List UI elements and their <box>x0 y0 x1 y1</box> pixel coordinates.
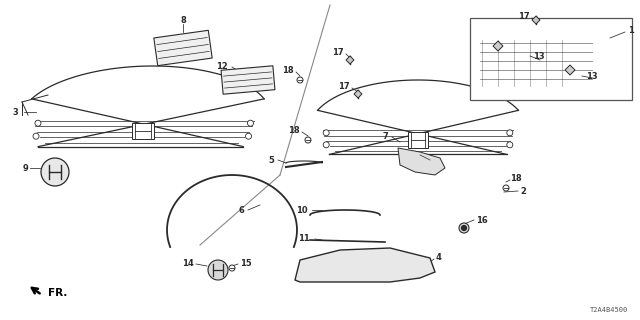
Text: 1: 1 <box>628 26 634 35</box>
Circle shape <box>297 77 303 83</box>
Text: T2A4B4500: T2A4B4500 <box>589 307 628 313</box>
Polygon shape <box>493 41 503 51</box>
Circle shape <box>248 120 253 126</box>
Circle shape <box>246 133 252 139</box>
Polygon shape <box>154 30 212 66</box>
Text: 18: 18 <box>289 125 300 134</box>
Circle shape <box>459 223 469 233</box>
Text: 18: 18 <box>282 66 294 75</box>
Polygon shape <box>398 148 445 175</box>
Text: 15: 15 <box>240 259 252 268</box>
Circle shape <box>503 185 509 191</box>
Text: 5: 5 <box>268 156 274 164</box>
Text: 4: 4 <box>436 253 442 262</box>
Text: 3: 3 <box>12 108 18 116</box>
Text: 17: 17 <box>339 82 350 91</box>
Circle shape <box>323 142 329 148</box>
Text: 10: 10 <box>296 205 308 214</box>
Circle shape <box>305 137 311 143</box>
Text: 13: 13 <box>586 71 598 81</box>
Text: FR.: FR. <box>48 288 67 298</box>
Polygon shape <box>532 16 540 24</box>
Text: 12: 12 <box>216 61 228 70</box>
Polygon shape <box>565 65 575 75</box>
Text: 2: 2 <box>520 187 526 196</box>
Circle shape <box>35 120 41 126</box>
Polygon shape <box>346 56 354 64</box>
Bar <box>408 132 428 148</box>
Text: 16: 16 <box>476 215 488 225</box>
Polygon shape <box>221 66 275 94</box>
Circle shape <box>41 158 69 186</box>
Text: 11: 11 <box>298 234 310 243</box>
Text: 7: 7 <box>382 132 388 140</box>
Text: 6: 6 <box>238 205 244 214</box>
Polygon shape <box>354 90 362 98</box>
Circle shape <box>208 260 228 280</box>
Circle shape <box>33 133 39 139</box>
Text: 14: 14 <box>182 259 194 268</box>
Circle shape <box>461 226 467 230</box>
Bar <box>132 123 154 139</box>
FancyBboxPatch shape <box>470 18 632 100</box>
Polygon shape <box>295 248 435 282</box>
Circle shape <box>323 130 329 136</box>
Text: 17: 17 <box>518 12 530 20</box>
Text: 17: 17 <box>332 47 344 57</box>
Circle shape <box>507 142 513 148</box>
Text: 8: 8 <box>180 15 186 25</box>
Circle shape <box>229 265 235 271</box>
Text: 18: 18 <box>510 173 522 182</box>
Text: 13: 13 <box>533 52 545 60</box>
Text: 9: 9 <box>22 164 28 172</box>
Circle shape <box>507 130 513 136</box>
